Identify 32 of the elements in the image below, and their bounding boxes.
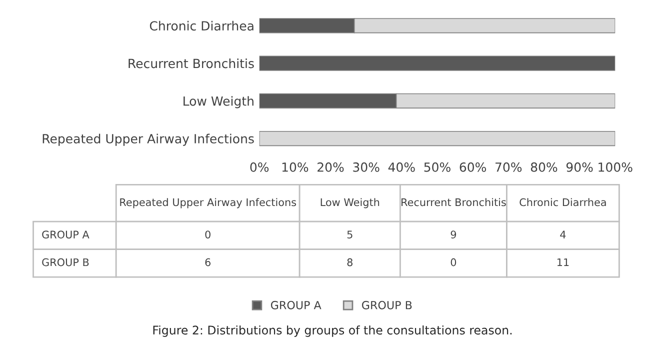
text: 0: [450, 258, 456, 266]
text: 4: [560, 230, 566, 238]
x-tick-label: 0%: [250, 162, 269, 172]
x-tick-label: 90%: [566, 162, 593, 172]
category-label: Repeated Upper Airway Infections: [120, 198, 296, 208]
y-tick-label: Low Weigth: [184, 96, 254, 108]
x-tick-label: 30%: [353, 162, 380, 172]
y-tick-label: Repeated Upper Airway Infections: [42, 134, 254, 146]
category-label: Chronic Diarrhea: [520, 198, 606, 206]
text: 9: [450, 230, 456, 238]
legend-label: GROUP A: [270, 300, 322, 310]
text: 8: [347, 258, 352, 266]
x-tick-label: 70%: [496, 162, 522, 172]
x-tick-label: 40%: [388, 162, 415, 172]
text: 11: [557, 258, 569, 266]
x-tick-label: 80%: [530, 162, 558, 172]
text: 5: [347, 230, 352, 238]
text: GROUP B: [42, 258, 89, 266]
x-tick-label: 100%: [598, 162, 632, 172]
x-tick-label: 10%: [282, 162, 308, 172]
y-tick-label: Recurrent Bronchitis: [128, 58, 254, 68]
text: GROUP A: [42, 230, 90, 238]
x-tick-label: 50%: [424, 162, 450, 172]
legend-label: GROUP B: [362, 300, 412, 310]
y-tick-label: Chronic Diarrhea: [150, 20, 254, 31]
text: 0: [205, 230, 210, 238]
text: Figure 2: Distributions by groups of the consultations reason.: [153, 325, 512, 337]
x-tick-label: 60%: [460, 162, 486, 172]
x-tick-label: 20%: [318, 162, 344, 172]
category-label: Low Weigth: [320, 198, 380, 208]
text: 6: [205, 258, 211, 266]
category-label: Recurrent Bronchitis: [402, 198, 506, 206]
